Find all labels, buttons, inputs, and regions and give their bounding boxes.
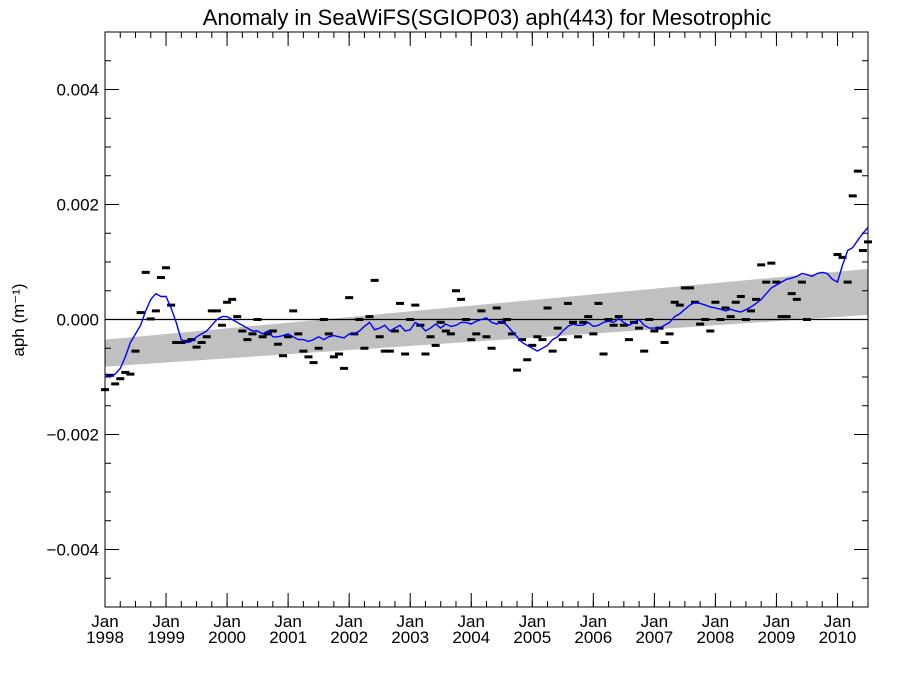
y-tick-label: 0.002	[56, 196, 99, 215]
x-tick-label-year: 1998	[86, 628, 124, 647]
x-tick-label-month: Jan	[641, 612, 668, 631]
y-axis-label: aph (m⁻¹)	[9, 283, 28, 356]
x-tick-label-year: 2001	[269, 628, 307, 647]
x-tick-label-year: 2007	[635, 628, 673, 647]
running-mean-line	[104, 227, 869, 378]
y-tick-label: −0.004	[47, 541, 99, 560]
x-tick-label-month: Jan	[580, 612, 607, 631]
plot-area: 0.0040.0020.000−0.002−0.004Jan1998Jan199…	[47, 31, 872, 647]
x-tick-label-month: Jan	[396, 612, 423, 631]
x-tick-label-month: Jan	[213, 612, 240, 631]
x-tick-label-month: Jan	[824, 612, 851, 631]
x-tick-label-month: Jan	[519, 612, 546, 631]
x-tick-label-year: 2008	[696, 628, 734, 647]
x-tick-label-year: 2002	[330, 628, 368, 647]
x-tick-label-year: 1999	[147, 628, 185, 647]
x-tick-label-year: 2010	[819, 628, 857, 647]
x-tick-label-month: Jan	[763, 612, 790, 631]
x-tick-label-year: 2006	[574, 628, 612, 647]
x-tick-label-month: Jan	[274, 612, 301, 631]
x-tick-label-year: 2004	[452, 628, 490, 647]
y-tick-label: −0.002	[47, 426, 99, 445]
x-tick-label-month: Jan	[335, 612, 362, 631]
x-tick-label-month: Jan	[152, 612, 179, 631]
x-tick-label-year: 2005	[513, 628, 551, 647]
x-tick-label-year: 2000	[208, 628, 246, 647]
y-tick-label: 0.004	[56, 81, 99, 100]
x-tick-label-month: Jan	[702, 612, 729, 631]
x-tick-label-month: Jan	[458, 612, 485, 631]
chart-title: Anomaly in SeaWiFS(SGIOP03) aph(443) for…	[203, 5, 772, 30]
x-tick-label-year: 2003	[391, 628, 429, 647]
y-tick-label: 0.000	[56, 311, 99, 330]
x-tick-label-month: Jan	[91, 612, 118, 631]
x-tick-label-year: 2009	[758, 628, 796, 647]
